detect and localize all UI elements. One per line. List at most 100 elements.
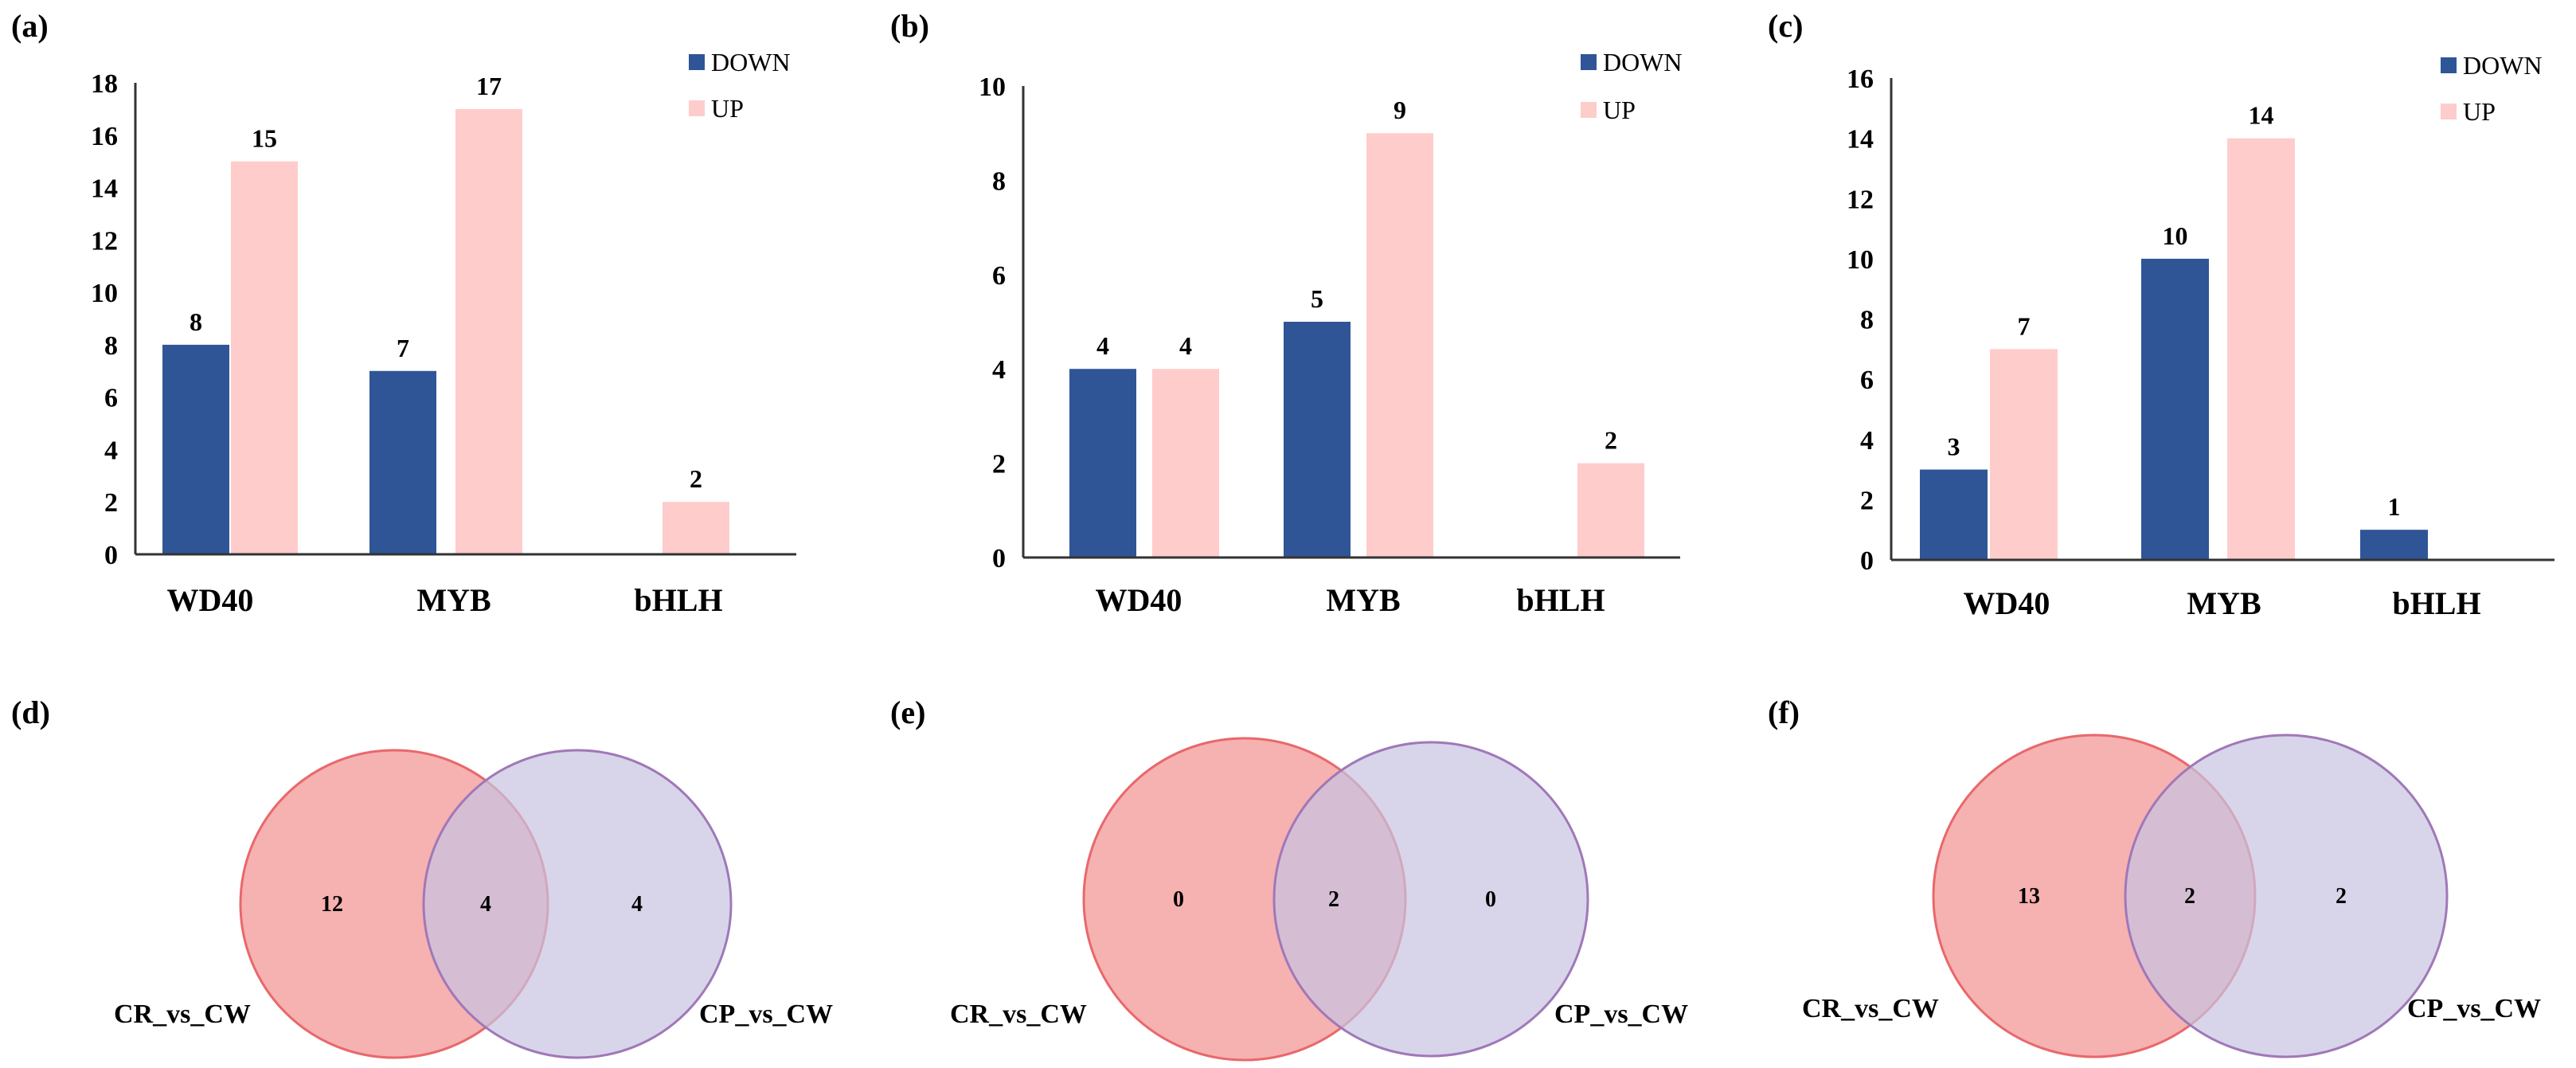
bars-a [162,108,729,554]
legend-label-up-c: UP [2463,97,2496,126]
panel-label-f: (f) [1768,694,1800,730]
y-tick-label: 6 [992,261,1006,291]
category-label-b-wd40: WD40 [1096,582,1182,618]
y-tick-label: 0 [1860,546,1874,576]
bar-down-wd40 [1920,469,1988,560]
data-label-up-wd40: 7 [2018,311,2031,340]
category-label-c-myb: MYB [2187,585,2261,621]
bars-b [1069,133,1644,557]
bar-up-myb [455,108,522,554]
data-label-down-wd40: 8 [190,307,202,336]
venn-circle-b-f [2124,734,2449,1058]
venn-set-b-label-f: CP_vs_CW [2407,994,2541,1023]
y-tick-label: 2 [992,450,1006,479]
y-tick-label: 10 [979,72,1006,102]
venn-only-b-d: 4 [631,892,643,917]
data-label-up-bhlh: 2 [690,464,702,493]
venn-only-a-e: 0 [1173,887,1184,912]
venn-only-a-d: 12 [321,892,343,917]
venn-set-b-label-d: CP_vs_CW [699,1000,833,1029]
y-tick-label: 8 [1860,306,1874,335]
data-label-up-bhlh: 2 [1605,426,1617,455]
data-label-down-bhlh: 1 [2388,492,2401,521]
y-tick-label: 10 [91,279,118,308]
bar-down-myb [1284,322,1351,557]
data-label-up-wd40: 15 [252,124,277,153]
venn-overlap-e: 2 [1328,887,1339,912]
y-tick-label: 2 [104,488,118,518]
category-label-a-bhlh: bHLH [634,582,722,618]
bar-down-bhlh [2360,530,2428,560]
venn-diagram-e: (e) 0 2 0 CR_vs_CW CP_vs_CW [890,694,1688,1062]
legend-swatch-up-a [689,100,705,116]
bar-down-myb [369,370,436,554]
bar-up-wd40 [231,161,298,554]
venn-diagram-d: (d) 12 4 4 CR_vs_CW CP_vs_CW [11,694,833,1059]
bar-up-bhlh [1577,463,1644,557]
bar-down-wd40 [1069,369,1136,557]
y-tick-labels-c: 0 2 4 6 8 10 12 14 16 [1847,65,1874,576]
venn-set-b-label-e: CP_vs_CW [1554,1000,1688,1029]
legend-label-down-c: DOWN [2463,51,2543,80]
y-tick-label: 14 [1847,125,1874,155]
category-label-c-bhlh: bHLH [2392,585,2480,621]
y-tick-label: 14 [91,174,118,204]
category-label-b-bhlh: bHLH [1516,582,1605,618]
venn-only-a-f: 13 [2018,884,2040,909]
y-tick-label: 4 [992,355,1006,385]
data-label-down-myb: 5 [1311,284,1323,313]
data-labels-a: 8 7 15 17 2 [190,72,702,493]
y-tick-label: 16 [91,122,118,151]
bar-chart-b: (b) 0 2 4 6 8 10 4 5 4 9 2 WD40 MYB bHLH DOWN UP [890,8,1683,618]
venn-diagram-f: (f) 13 2 2 CR_vs_CW CP_vs_CW [1768,694,2541,1058]
data-label-down-wd40: 3 [1948,432,1960,461]
data-labels-b: 4 5 4 9 2 [1096,96,1617,454]
legend-label-down-b: DOWN [1603,48,1683,76]
legend-label-down-a: DOWN [711,48,791,76]
bar-chart-a: (a) 0 2 4 6 8 10 12 14 16 18 8 7 15 17 2 WD40 MYB bHL… [11,8,796,618]
data-label-up-myb: 14 [2249,101,2274,130]
venn-only-b-f: 2 [2336,884,2347,909]
legend-swatch-up-c [2441,104,2457,119]
legend-swatch-down-a [689,54,705,70]
category-label-a-myb: MYB [416,582,491,618]
y-tick-label: 8 [104,331,118,361]
venn-circle-b-d [422,749,733,1059]
panel-label-b: (b) [890,8,929,44]
panel-label-d: (d) [11,694,50,730]
legend-label-up-a: UP [711,94,744,123]
bar-up-wd40 [1152,369,1219,557]
venn-overlap-d: 4 [480,892,491,917]
venn-overlap-f: 2 [2184,884,2195,909]
y-tick-label: 4 [104,436,118,465]
bar-up-bhlh [663,502,729,554]
y-tick-label: 8 [992,166,1006,196]
y-tick-label: 0 [104,541,118,570]
venn-circle-b-e [1272,741,1589,1058]
y-tick-label: 16 [1847,65,1874,94]
data-label-down-myb: 10 [2163,221,2188,250]
y-tick-label: 6 [1860,366,1874,395]
bar-down-myb [2141,258,2209,560]
panel-label-c: (c) [1768,8,1803,44]
y-tick-labels-a: 0 2 4 6 8 10 12 14 16 18 [91,69,118,570]
data-label-up-myb: 17 [476,72,502,100]
bar-up-myb [1366,133,1433,557]
y-tick-label: 18 [91,69,118,99]
bar-up-myb [2227,138,2295,560]
data-label-down-wd40: 4 [1096,331,1109,360]
panel-label-e: (e) [890,694,925,730]
y-tick-labels-b: 0 2 4 6 8 10 [979,72,1006,573]
y-tick-label: 12 [91,226,118,256]
legend-swatch-up-b [1581,102,1597,118]
y-tick-label: 6 [104,384,118,413]
bar-up-wd40 [1990,349,2058,560]
data-label-down-myb: 7 [397,334,409,362]
data-label-up-wd40: 4 [1179,331,1192,360]
venn-set-a-label-e: CR_vs_CW [950,1000,1087,1029]
y-tick-label: 4 [1860,426,1874,456]
bars-c [1920,138,2428,560]
venn-set-a-label-f: CR_vs_CW [1802,994,1939,1023]
